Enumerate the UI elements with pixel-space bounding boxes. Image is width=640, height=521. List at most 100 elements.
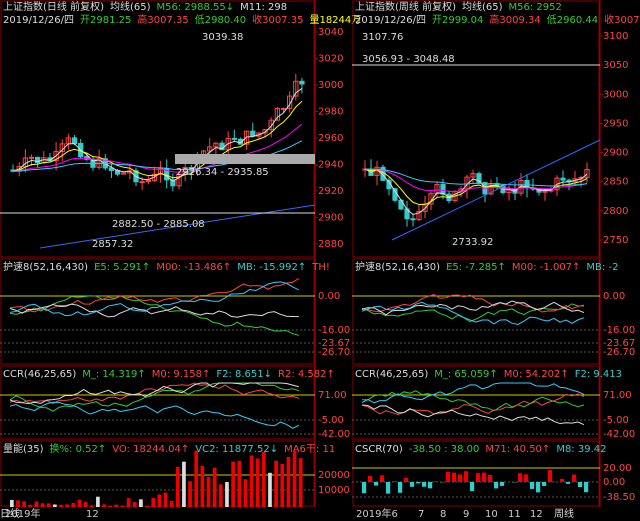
candle-body: [28, 156, 35, 159]
y-tick-label: 71.00: [603, 390, 632, 401]
cscr-bar: [434, 481, 439, 482]
y-tick-label: 2880: [318, 239, 343, 250]
cscr-bar: [380, 475, 385, 482]
y-tick-label: 2750: [603, 235, 628, 246]
volume-bar: [194, 450, 199, 507]
cscr-bar: [422, 482, 427, 487]
volume-bar: [53, 504, 57, 507]
time-label: 8: [440, 509, 446, 520]
header-text: 均线(65): [110, 0, 151, 13]
trend-line: [391, 139, 601, 241]
y-tick-label: -23.67: [603, 338, 635, 349]
cscr-bar: [542, 482, 547, 486]
header-text: M56: 2988.55↓: [157, 2, 235, 13]
candle-body: [299, 80, 305, 85]
indicator-line: [9, 382, 299, 405]
header-text: M0: 54.202↑: [504, 369, 569, 380]
moving-average: [364, 168, 588, 187]
time-label: 7: [418, 509, 424, 520]
time-label: 9: [463, 509, 469, 520]
cscr-bar: [536, 482, 541, 493]
moving-average: [12, 100, 303, 179]
header-text: F2: 8.651↓: [216, 369, 272, 380]
y-tick-label: -42.00: [603, 429, 635, 440]
header-text: 低2980.40: [195, 13, 246, 26]
y-tick-label: 2920: [318, 186, 343, 197]
panel-frame: [0, 0, 315, 258]
volume-bar: [255, 458, 260, 507]
header-text: CSCR(70): [355, 444, 403, 455]
volume-bar: [237, 460, 242, 507]
volume-bar: [132, 502, 137, 507]
cscr-bar: [362, 482, 367, 494]
y-tick-label: 2950: [603, 118, 628, 129]
time-label: 2019年6: [356, 507, 398, 520]
header-text: 低2960.44: [547, 13, 598, 26]
y-tick-label: 2980: [318, 107, 343, 118]
y-tick-label: -5.00: [318, 415, 344, 426]
trend-line: [39, 204, 316, 249]
header-text: M0: 9.158↑: [152, 369, 211, 380]
header-text: M8: 39.42: [556, 444, 606, 455]
volume-bar: [225, 482, 229, 507]
volume-bar: [243, 479, 248, 507]
cscr-bar: [476, 473, 481, 482]
y-tick-label: 3050: [603, 60, 628, 71]
cscr-bar: [428, 482, 433, 489]
candle-body: [121, 172, 127, 175]
indicator-line: [361, 303, 585, 323]
y-tick-label: -23.67: [318, 338, 350, 349]
header-text: VC2: 11877.52↓: [195, 444, 278, 455]
volume-bar: [151, 497, 156, 507]
header-text: 2019/12/26/四: [3, 15, 74, 26]
header-text: CCR(46,25,65): [3, 369, 76, 380]
volume-bar: [40, 503, 45, 507]
time-label: 12: [530, 509, 543, 520]
y-tick-label: 2960: [318, 133, 343, 144]
volume-bar: [22, 501, 26, 507]
panel-frame: [352, 365, 600, 440]
indicator-line: [361, 294, 585, 313]
y-tick-label: 0.00: [603, 477, 625, 488]
volume-bar: [169, 500, 174, 507]
y-tick-label: -38.50: [603, 492, 635, 503]
y-tick-label: 2940: [318, 160, 343, 171]
y-tick-label: 20000: [318, 470, 350, 481]
header-text: TH!: [311, 262, 330, 273]
candle-body: [262, 129, 268, 134]
volume-bar: [34, 501, 39, 507]
y-tick-label: 10000: [318, 485, 350, 496]
header-text: 均线(65): [462, 0, 503, 13]
cscr-bar: [368, 475, 373, 482]
cscr-bar: [530, 482, 535, 489]
y-tick-label: -26.70: [603, 347, 635, 358]
volume-bar: [28, 504, 33, 507]
cscr-bar: [578, 482, 583, 488]
panel-frame: [352, 258, 600, 365]
volume-bar: [212, 467, 217, 507]
header-text: E5: 5.291↑: [94, 262, 150, 273]
candle-body: [176, 173, 182, 187]
volume-bar: [188, 481, 192, 507]
candle-body: [243, 130, 250, 145]
y-tick-label: 3000: [318, 80, 343, 91]
price-note: 3056.93 - 3048.48: [362, 54, 455, 65]
price-note: 2857.32: [92, 239, 133, 250]
volume-bar: [46, 503, 51, 507]
header-text: E5: -7.285↑: [446, 262, 506, 273]
indicator-line: [361, 382, 585, 404]
panel-frame: [352, 440, 600, 507]
header-text: M00: -1.007↑: [512, 262, 581, 273]
panel-frame: [352, 0, 600, 258]
cscr-bar: [560, 478, 565, 482]
price-note: 2733.92: [452, 237, 493, 248]
header-text: 高3009.34: [489, 13, 540, 26]
volume-bar: [96, 496, 100, 507]
candle-body: [542, 190, 548, 193]
volume-bar: [182, 461, 186, 507]
indicator-line: [361, 393, 585, 416]
cscr-bar: [446, 471, 451, 482]
candle-body: [560, 177, 566, 181]
y-tick-label: 2900: [603, 148, 628, 159]
